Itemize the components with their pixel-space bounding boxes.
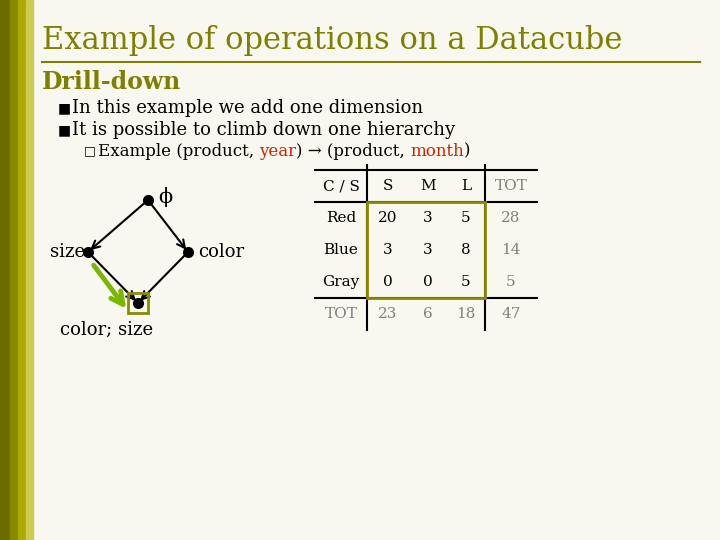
Text: □: □ bbox=[84, 145, 96, 158]
Text: 3: 3 bbox=[423, 211, 433, 225]
Text: Gray: Gray bbox=[323, 275, 359, 289]
Text: ): ) bbox=[464, 143, 471, 159]
Bar bbox=[128, 293, 148, 313]
Text: 6: 6 bbox=[423, 307, 433, 321]
Bar bbox=[0, 0, 10, 540]
Text: 20: 20 bbox=[378, 211, 397, 225]
Text: Example (product,: Example (product, bbox=[98, 143, 259, 159]
Text: color: color bbox=[198, 243, 244, 261]
Text: S: S bbox=[383, 179, 393, 193]
Text: L: L bbox=[461, 179, 471, 193]
Text: M: M bbox=[420, 179, 436, 193]
Text: 0: 0 bbox=[383, 275, 393, 289]
Text: ■: ■ bbox=[58, 101, 71, 115]
Text: Drill-down: Drill-down bbox=[42, 70, 181, 94]
Text: It is possible to climb down one hierarchy: It is possible to climb down one hierarc… bbox=[72, 121, 455, 139]
Text: 47: 47 bbox=[501, 307, 521, 321]
Bar bbox=[367, 202, 485, 298]
Text: Red: Red bbox=[326, 211, 356, 225]
Text: month: month bbox=[410, 143, 464, 159]
Text: TOT: TOT bbox=[325, 307, 357, 321]
Bar bbox=[10, 0, 18, 540]
Text: 5: 5 bbox=[462, 275, 471, 289]
Text: size: size bbox=[50, 243, 85, 261]
Text: 5: 5 bbox=[506, 275, 516, 289]
Text: TOT: TOT bbox=[495, 179, 528, 193]
Text: 23: 23 bbox=[378, 307, 397, 321]
Bar bbox=[18, 0, 26, 540]
Text: ) → (product,: ) → (product, bbox=[297, 143, 410, 159]
Text: 28: 28 bbox=[501, 211, 521, 225]
Text: Example of operations on a Datacube: Example of operations on a Datacube bbox=[42, 24, 622, 56]
Text: C / S: C / S bbox=[323, 179, 359, 193]
Text: 5: 5 bbox=[462, 211, 471, 225]
Text: 3: 3 bbox=[383, 243, 393, 257]
Text: In this example we add one dimension: In this example we add one dimension bbox=[72, 99, 423, 117]
Text: year: year bbox=[259, 143, 297, 159]
Text: 3: 3 bbox=[423, 243, 433, 257]
Text: 14: 14 bbox=[501, 243, 521, 257]
Text: ■: ■ bbox=[58, 123, 71, 137]
Bar bbox=[26, 0, 33, 540]
Text: ϕ: ϕ bbox=[158, 187, 172, 207]
Text: color; size: color; size bbox=[60, 321, 153, 339]
Text: 0: 0 bbox=[423, 275, 433, 289]
Text: 8: 8 bbox=[462, 243, 471, 257]
Text: Blue: Blue bbox=[323, 243, 359, 257]
Text: 18: 18 bbox=[456, 307, 476, 321]
